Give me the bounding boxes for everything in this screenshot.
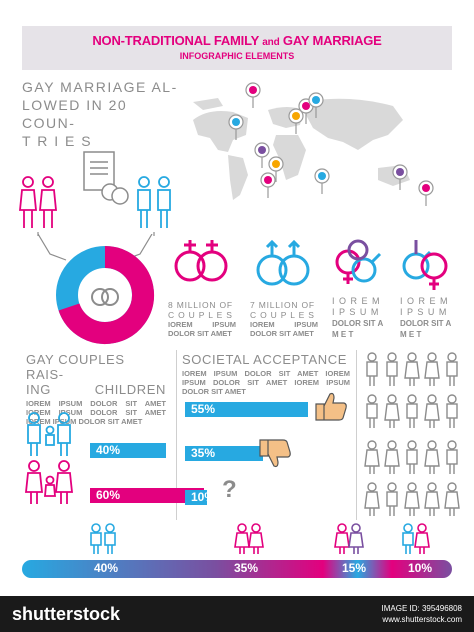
female-family-icon	[25, 460, 73, 504]
two-brides-icon	[19, 176, 57, 228]
male-couple-icon	[90, 523, 116, 554]
world-map	[193, 82, 434, 206]
map-pin-icon	[228, 114, 244, 140]
person-icon-row	[366, 394, 458, 429]
map-pin-icon	[288, 108, 304, 134]
female-couple-icon	[234, 523, 264, 554]
thumbs-up-icon	[315, 392, 347, 421]
map-pin-icon	[418, 180, 434, 206]
children-bar-male: 40%	[90, 443, 167, 458]
map-pin-icon	[268, 156, 284, 182]
distribution-label-2: 35%	[234, 561, 259, 575]
couples-donut-chart	[56, 246, 155, 344]
gender-symbols	[174, 239, 448, 290]
family-icons	[25, 412, 73, 504]
page-subtitle: INFOGRAPHIC ELEMENTS	[179, 51, 295, 61]
acceptance-bar-2: 35%	[185, 446, 264, 461]
map-pin-icon	[245, 82, 261, 108]
distribution-label-3: 15%	[342, 561, 367, 575]
divider	[356, 350, 357, 520]
people-grid	[364, 352, 460, 517]
male-couple-symbol-icon	[256, 239, 310, 286]
mixed-symbol-icon	[402, 240, 448, 290]
couples-stat-2: 7 MILLION OF C O U P L E S IOREM IPSUM D…	[250, 300, 318, 338]
person-icon-row	[366, 352, 458, 387]
shutterstock-logo: shutterstock	[12, 604, 121, 624]
thumbs-down-icon	[259, 439, 291, 468]
distribution-label-1: 40%	[94, 561, 119, 575]
map-pin-icon	[308, 92, 324, 118]
children-bar-female: 60%	[90, 488, 205, 503]
wedding-rings-icon	[91, 288, 119, 306]
two-grooms-icon	[137, 176, 171, 228]
divider	[176, 350, 177, 520]
female-couple-icon	[334, 523, 350, 554]
children-section: GAY COUPLES RAIS- ING CHILDREN IOREM IPS…	[26, 352, 166, 426]
acceptance-section: SOCIETAL ACCEPTANCE IOREM IPSUM DOLOR SI…	[182, 352, 350, 396]
couples-stat-4: I O R E M I P S U M DOLOR SIT A M E T	[400, 296, 451, 339]
header-banner: NON-TRADITIONAL FAMILY and GAY MARRIAGE …	[22, 26, 452, 70]
couples-stat-3: I O R E M I P S U M DOLOR SIT A M E T	[332, 296, 383, 339]
footer-info: IMAGE ID: 395496808 www.shutterstock.com	[381, 604, 463, 624]
person-icon-row	[364, 482, 460, 517]
male-family-icon	[27, 412, 71, 456]
footer: shutterstock IMAGE ID: 395496808 www.shu…	[0, 596, 474, 632]
mixed-couple-icon	[402, 523, 430, 554]
bottom-couple-icons	[90, 523, 430, 554]
marriage-certificate-icon	[83, 151, 129, 205]
wedding-couples-illustration	[19, 151, 171, 236]
map-pins	[228, 82, 434, 206]
donut-magenta-segment	[58, 246, 155, 344]
map-pin-icon	[260, 172, 276, 198]
page-title: NON-TRADITIONAL FAMILY and GAY MARRIAGE	[92, 33, 382, 48]
map-pin-icon	[392, 164, 408, 190]
female-couple-symbol-icon	[174, 240, 228, 282]
person-icon-row	[364, 440, 458, 475]
acceptance-bar-1: 55%	[185, 402, 309, 417]
question-mark-icon: ?	[222, 476, 237, 503]
acceptance-bar-3: 10%	[185, 490, 215, 505]
male-couple-icon	[348, 523, 364, 554]
mixed-symbol-icon	[335, 239, 382, 284]
distribution-bar	[22, 560, 452, 578]
map-pin-icon	[254, 142, 270, 168]
distribution-label-4: 10%	[408, 561, 433, 575]
map-heading: GAY MARRIAGE AL- LOWED IN 20 COUN- T R I…	[22, 79, 178, 149]
couples-stat-1: 8 MILLION OF C O U P L E S IOREM IPSUM D…	[168, 300, 236, 338]
map-pin-icon	[314, 168, 330, 194]
